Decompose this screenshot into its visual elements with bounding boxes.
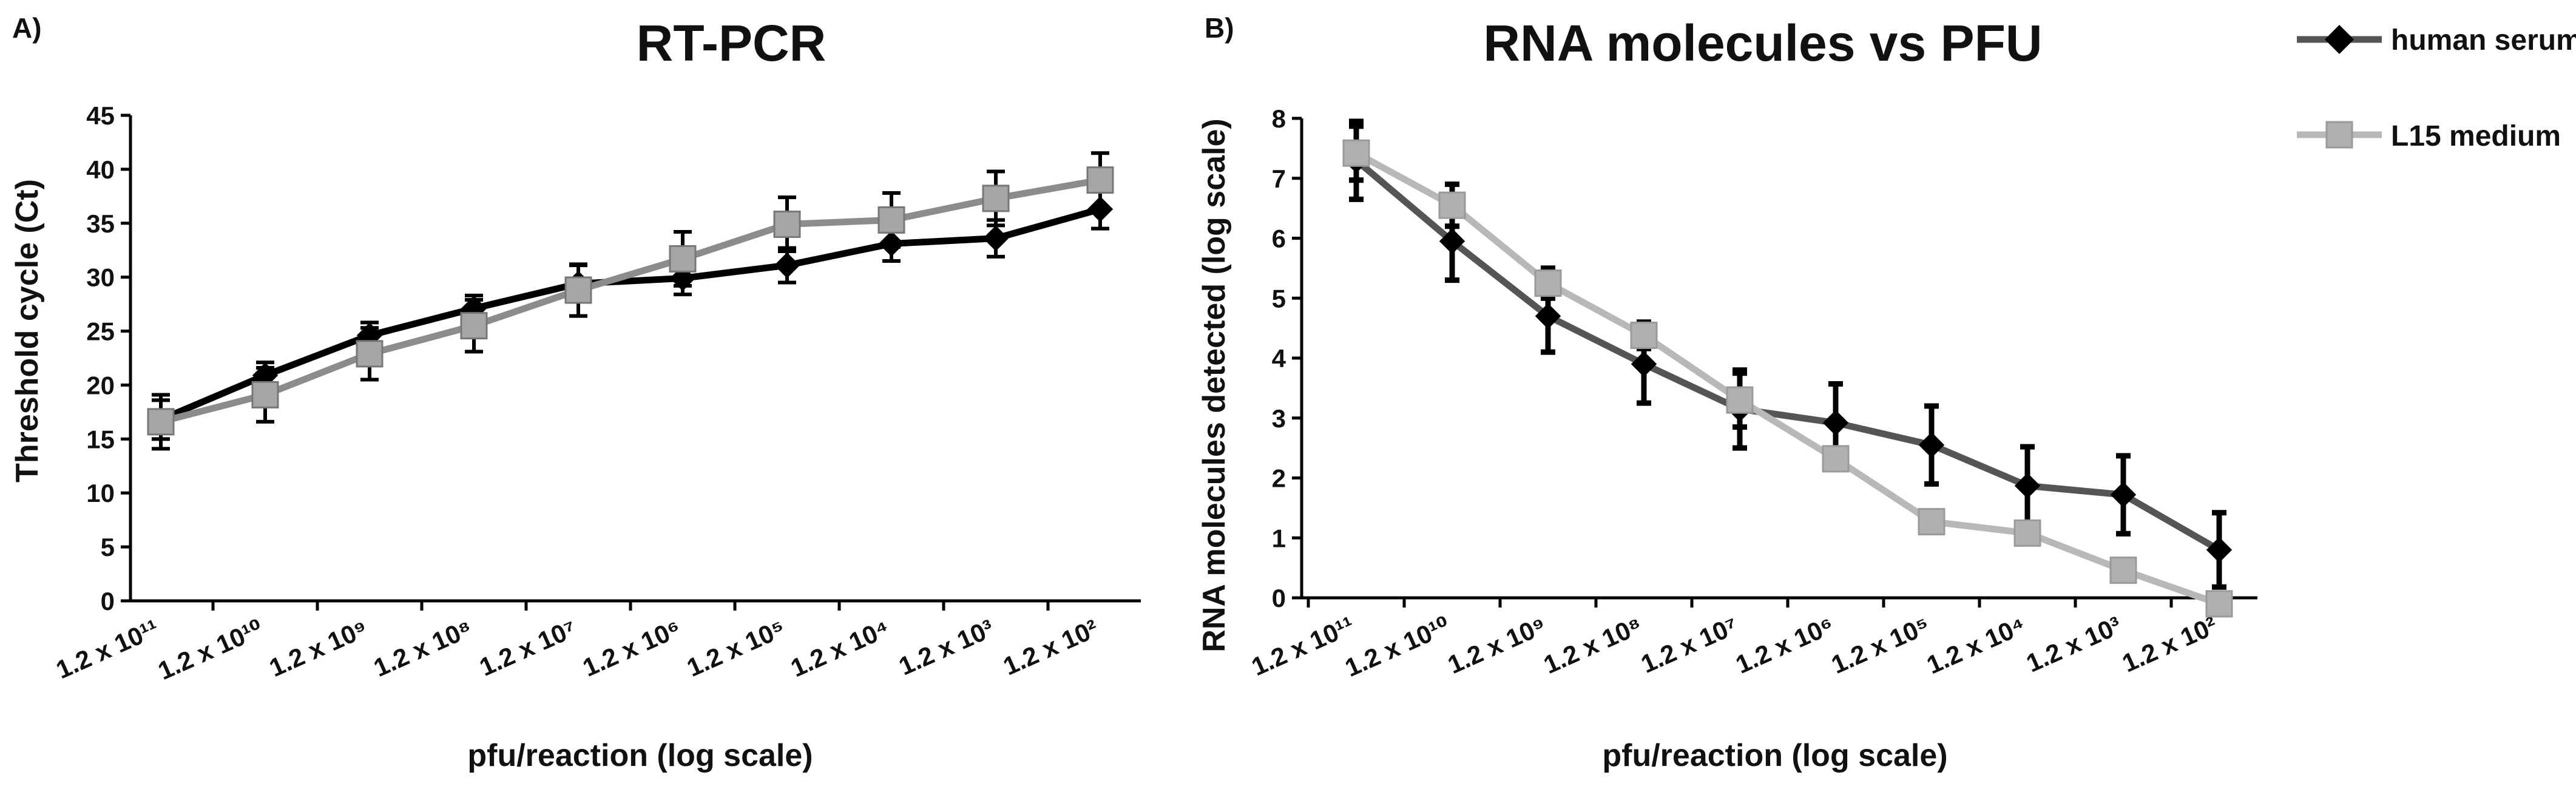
chart-b-human-serum-point bbox=[2014, 473, 2041, 499]
chart-b-l15-medium-point bbox=[2205, 590, 2233, 618]
chart-a-l15-medium-point bbox=[669, 245, 697, 273]
legend-marker-l15-medium bbox=[2325, 121, 2353, 149]
chart-a-x-tick-label: 1.2 x 10⁷ bbox=[475, 614, 581, 682]
chart-b-y-tick-label: 6 bbox=[1272, 225, 1286, 253]
legend: human serum L15 medium bbox=[2297, 24, 2576, 152]
chart-b-x-tick-label: 1.2 x 10⁷ bbox=[1637, 611, 1742, 679]
chart-a-y-axis-label: Threshold cycle (Ct) bbox=[10, 179, 45, 483]
chart-b-x-tick-label: 1.2 x 10⁴ bbox=[1922, 611, 2030, 679]
chart-b-l15-medium-point bbox=[1630, 321, 1658, 349]
chart-a-x-tick-label: 1.2 x 10³ bbox=[894, 614, 998, 680]
chart-a-l15-medium-point bbox=[1086, 166, 1114, 194]
chart-a-human-serum-line bbox=[159, 206, 1101, 423]
chart-b-x-tick-label: 1.2 x 10⁵ bbox=[1827, 611, 1934, 679]
chart-b-x-tick-label: 1.2 x 10⁸ bbox=[1540, 611, 1646, 679]
chart-b-l15-medium-point bbox=[1342, 139, 1370, 167]
chart-a-y-tick-label: 30 bbox=[86, 263, 115, 292]
chart-b-l15-medium-point bbox=[1822, 445, 1850, 473]
chart-a-l15-medium-point bbox=[460, 312, 488, 340]
chart-a-human-serum-point bbox=[1087, 196, 1114, 222]
chart-a-x-tick-label: 1.2 x 10⁹ bbox=[265, 614, 372, 682]
chart-a-human-serum-point bbox=[982, 225, 1009, 251]
chart-b-y-tick-label: 0 bbox=[1272, 584, 1286, 612]
chart-b-panel-label: B) bbox=[1205, 12, 1234, 44]
chart-b-x-tick-label: 1.2 x 10¹¹ bbox=[1247, 611, 1358, 681]
chart-b-y-tick-label: 2 bbox=[1272, 464, 1286, 493]
chart-a-y-tick-label: 25 bbox=[86, 317, 115, 346]
chart-a-l15-medium-line bbox=[160, 177, 1101, 425]
chart-b-y-tick-label: 4 bbox=[1272, 344, 1286, 373]
chart-b-l15-medium-point bbox=[2109, 557, 2137, 584]
chart-a-x-tick-label: 1.2 x 10¹¹ bbox=[52, 614, 163, 684]
chart-a-x-tick-label: 1.2 x 10⁸ bbox=[370, 614, 476, 682]
chart-b-l15-medium-point bbox=[2013, 519, 2041, 547]
chart-b-x-tick-label: 1.2 x 10⁹ bbox=[1444, 611, 1550, 679]
chart-b-x-tick-label: 1.2 x 10⁶ bbox=[1731, 611, 1837, 679]
chart-a-human-serum-point bbox=[774, 252, 800, 279]
chart-b-x-axis-label: pfu/reaction (log scale) bbox=[1602, 738, 1947, 773]
legend-item-l15-medium[interactable]: L15 medium bbox=[2297, 120, 2561, 152]
legend-label-human-serum: human serum bbox=[2391, 24, 2576, 56]
chart-b-human-serum-point bbox=[1631, 351, 1657, 378]
chart-b-x-tick-label: 1.2 x 10³ bbox=[2022, 611, 2126, 677]
chart-a-y-tick-label: 0 bbox=[101, 587, 115, 615]
legend-item-human-serum[interactable]: human serum bbox=[2297, 24, 2576, 56]
chart-b-l15-medium-point bbox=[1438, 191, 1466, 219]
chart-b-x-tick-label: 1.2 x 10² bbox=[2118, 611, 2222, 677]
legend-marker-human-serum bbox=[2324, 24, 2355, 55]
chart-a-l15-medium-point bbox=[251, 381, 279, 408]
chart-a-l15-medium-point bbox=[564, 276, 592, 304]
chart-b-human-serum-point bbox=[1822, 410, 1849, 436]
chart-b-human-serum-point bbox=[1918, 432, 1945, 458]
chart-b-l15-medium-point bbox=[1918, 508, 1946, 536]
chart-b-l15-medium-line bbox=[1354, 150, 2220, 608]
chart-b-title: RNA molecules vs PFU bbox=[1483, 15, 2042, 72]
chart-a-x-tick-label: 1.2 x 10⁴ bbox=[786, 614, 894, 682]
chart-a-y-tick-label: 20 bbox=[86, 371, 115, 399]
chart-a-y-tick-label: 35 bbox=[86, 209, 115, 238]
chart-b-y-tick-label: 7 bbox=[1272, 164, 1286, 193]
chart-a-x-tick-label: 1.2 x 10⁶ bbox=[578, 614, 685, 682]
chart-a-panel-label: A) bbox=[12, 12, 42, 44]
chart-a-title: RT-PCR bbox=[637, 15, 827, 72]
chart-b-human-serum-line bbox=[1354, 157, 2221, 553]
chart-a-l15-medium-point bbox=[773, 211, 801, 239]
chart-b-y-tick-label: 1 bbox=[1272, 524, 1286, 552]
chart-a: A) RT-PCR Threshold cycle (Ct) pfu/react… bbox=[10, 12, 1141, 773]
chart-b-x-tick-label: 1.2 x 10¹⁰ bbox=[1340, 611, 1454, 682]
chart-a-x-tick-label: 1.2 x 10⁵ bbox=[683, 614, 789, 682]
chart-a-x-axis-label: pfu/reaction (log scale) bbox=[467, 738, 813, 773]
chart-a-x-tick-label: 1.2 x 10² bbox=[999, 614, 1103, 680]
chart-a-y-tick-label: 40 bbox=[86, 155, 115, 184]
chart-a-y-tick-label: 5 bbox=[101, 533, 115, 561]
chart-b-y-tick-label: 5 bbox=[1272, 284, 1286, 313]
chart-a-l15-medium-point bbox=[356, 340, 384, 368]
chart-a-y-tick-label: 15 bbox=[86, 425, 115, 453]
chart-a-l15-medium-point bbox=[982, 185, 1010, 212]
chart-a-l15-medium-point bbox=[147, 408, 175, 436]
chart-a-y-tick-label: 45 bbox=[86, 101, 115, 130]
chart-b: B) RNA molecules vs PFU RNA molecules de… bbox=[1197, 12, 2257, 773]
legend-label-l15-medium: L15 medium bbox=[2391, 120, 2561, 152]
chart-b-y-tick-label: 3 bbox=[1272, 404, 1286, 433]
chart-b-l15-medium-point bbox=[1534, 269, 1562, 297]
chart-a-y-tick-label: 10 bbox=[86, 479, 115, 507]
chart-a-l15-medium-point bbox=[877, 206, 905, 234]
chart-b-y-tick-label: 8 bbox=[1272, 104, 1286, 133]
chart-b-l15-medium-point bbox=[1726, 386, 1754, 414]
chart-b-y-axis-label: RNA molecules detected (log scale) bbox=[1197, 118, 1232, 652]
chart-a-x-tick-label: 1.2 x 10¹⁰ bbox=[154, 614, 267, 685]
